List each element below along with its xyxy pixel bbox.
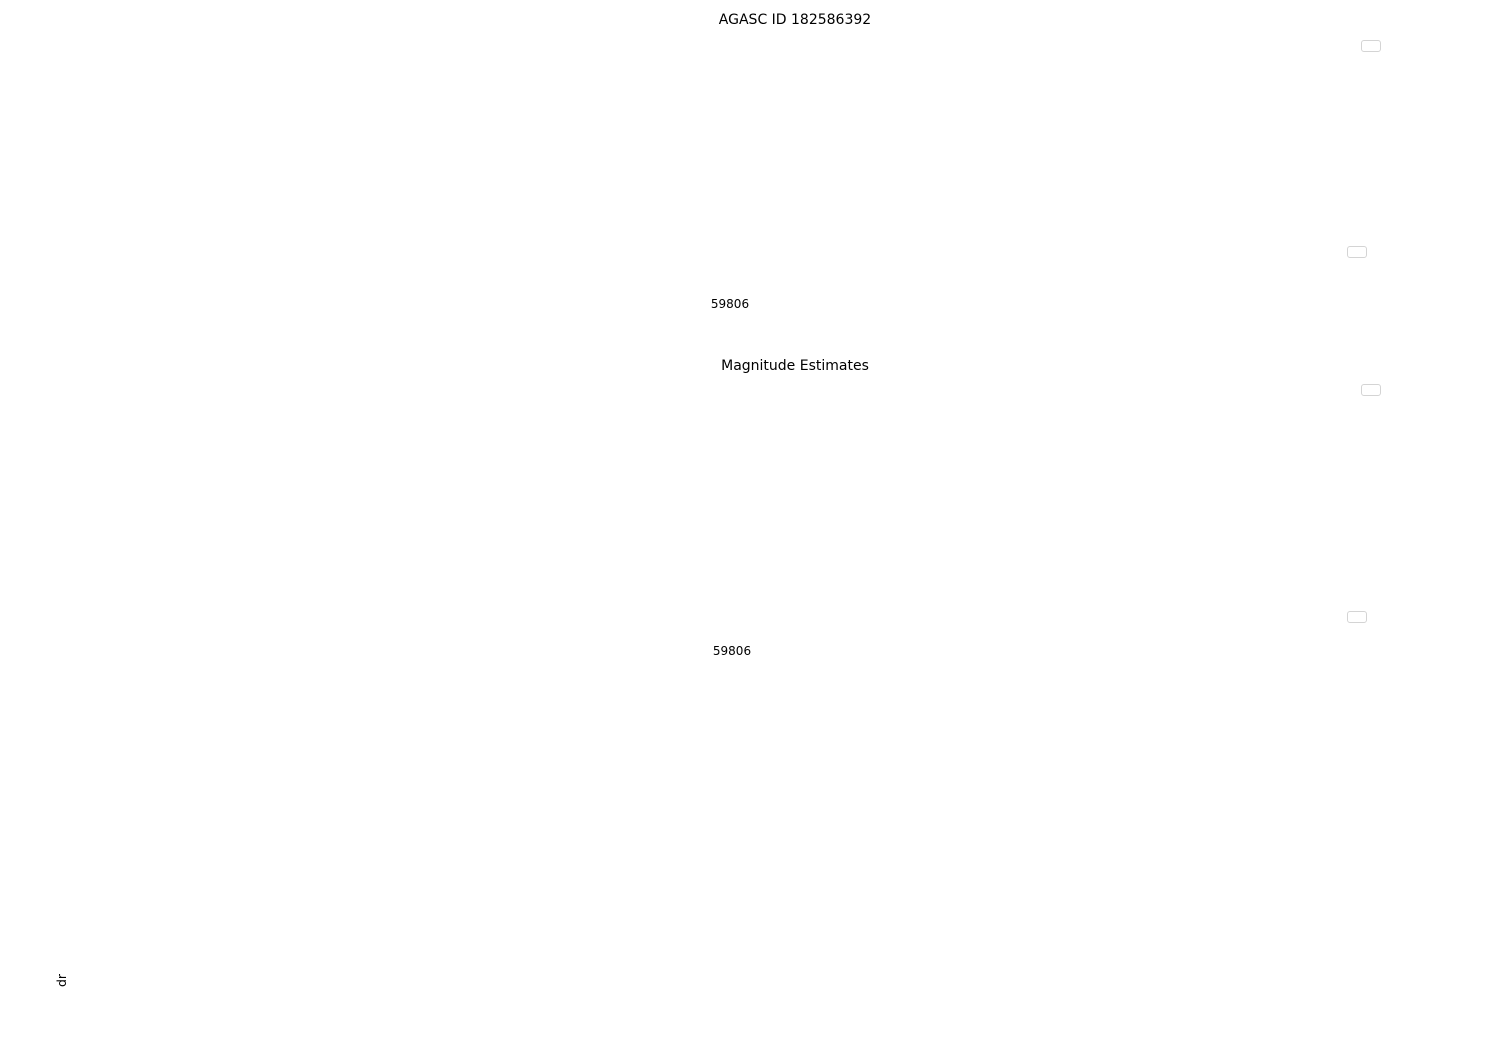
- magnitude-estimates-chart-canvas: [105, 380, 1485, 660]
- legend-middle-markers: [1347, 611, 1367, 623]
- middle-chart-title: Magnitude Estimates: [721, 358, 869, 374]
- top-chart-title: AGASC ID 182586392: [718, 12, 872, 28]
- flags-dr-chart-canvas: [105, 726, 1485, 1012]
- agasc-mag-chart-canvas: [105, 33, 1485, 320]
- legend-top-markers: [1347, 246, 1367, 258]
- legend-mag-agasc: [1361, 40, 1381, 52]
- obsid-annotation-top: 59806: [710, 297, 750, 311]
- legend-mag-obsid: [1361, 384, 1381, 396]
- dr-axis-label: dr: [54, 973, 70, 988]
- obsid-annotation-middle: 59806: [712, 644, 752, 658]
